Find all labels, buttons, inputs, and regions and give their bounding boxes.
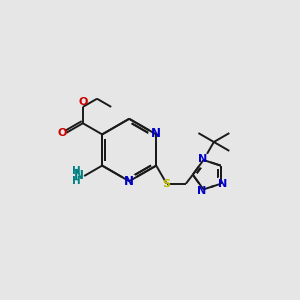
Text: O: O (58, 128, 67, 138)
Text: N: N (151, 127, 161, 140)
Text: S: S (163, 179, 171, 189)
Text: N: N (124, 175, 134, 188)
Text: O: O (78, 97, 88, 107)
Text: H: H (72, 176, 81, 186)
Text: H: H (72, 166, 81, 176)
Text: N: N (218, 179, 228, 189)
Text: N: N (197, 186, 207, 196)
Text: N: N (74, 169, 84, 182)
Text: N: N (198, 154, 207, 164)
